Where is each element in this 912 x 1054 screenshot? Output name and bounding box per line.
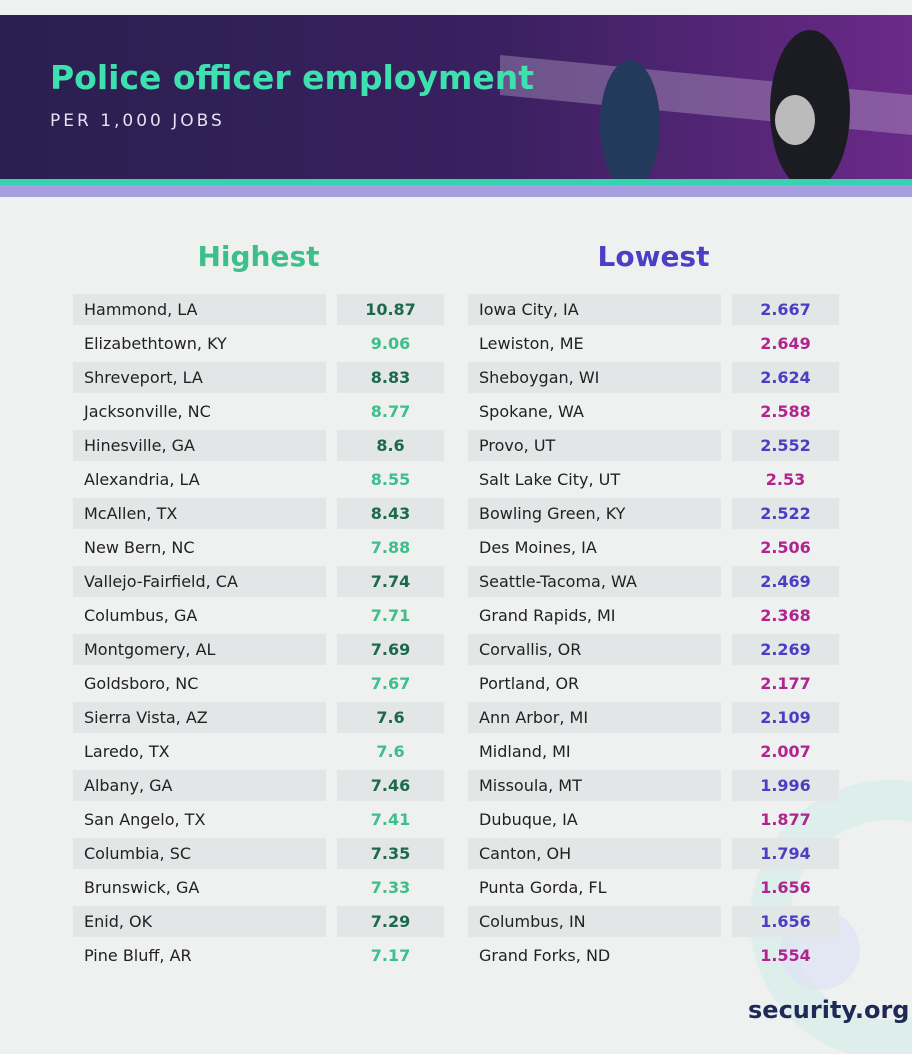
city-cell: Portland, OR: [479, 674, 580, 693]
city-cell: Canton, OH: [468, 838, 721, 869]
city-cell: Provo, UT: [468, 430, 721, 461]
value-cell: 2.109: [732, 702, 839, 733]
value-cell: 1.996: [732, 770, 839, 801]
city-cell: Hammond, LA: [73, 294, 326, 325]
city-cell: Montgomery, AL: [73, 634, 326, 665]
city-cell: Corvallis, OR: [468, 634, 721, 665]
value-cell: 1.554: [760, 946, 811, 965]
city-cell: Missoula, MT: [468, 770, 721, 801]
city-cell: Enid, OK: [73, 906, 326, 937]
value-cell: 2.506: [760, 538, 811, 557]
value-cell: 2.177: [760, 674, 811, 693]
value-cell: 7.6: [337, 702, 444, 733]
city-cell: McAllen, TX: [73, 498, 326, 529]
value-cell: 2.007: [760, 742, 811, 761]
city-cell: Dubuque, IA: [479, 810, 578, 829]
subtitle: PER 1,000 JOBS: [50, 111, 225, 131]
city-cell: Hinesville, GA: [73, 430, 326, 461]
value-cell: 2.588: [760, 402, 811, 421]
city-cell: Alexandria, LA: [84, 470, 200, 489]
city-cell: Des Moines, IA: [479, 538, 597, 557]
value-cell: 1.877: [760, 810, 811, 829]
city-cell: Lewiston, ME: [479, 334, 584, 353]
value-cell: 8.55: [370, 470, 411, 489]
value-cell: 2.552: [732, 430, 839, 461]
value-cell: 7.6: [376, 742, 405, 761]
table-heading: Lowest: [597, 240, 710, 273]
value-cell: 2.53: [765, 470, 806, 489]
city-cell: Seattle-Tacoma, WA: [468, 566, 721, 597]
city-cell: New Bern, NC: [84, 538, 195, 557]
city-cell: Sheboygan, WI: [468, 362, 721, 393]
value-cell: 9.06: [370, 334, 411, 353]
value-cell: 7.74: [337, 566, 444, 597]
value-cell: 8.6: [337, 430, 444, 461]
value-cell: 2.368: [760, 606, 811, 625]
city-cell: Columbia, SC: [73, 838, 326, 869]
city-cell: Salt Lake City, UT: [479, 470, 621, 489]
city-cell: Punta Gorda, FL: [479, 878, 607, 897]
value-cell: 2.269: [732, 634, 839, 665]
city-cell: Columbus, GA: [84, 606, 198, 625]
value-cell: 7.46: [337, 770, 444, 801]
value-cell: 2.469: [732, 566, 839, 597]
value-cell: 2.624: [732, 362, 839, 393]
city-cell: San Angelo, TX: [84, 810, 206, 829]
city-cell: Bowling Green, KY: [468, 498, 721, 529]
value-cell: 7.17: [370, 946, 411, 965]
city-cell: Iowa City, IA: [468, 294, 721, 325]
value-cell: 7.88: [370, 538, 411, 557]
value-cell: 1.656: [760, 878, 811, 897]
header-banner: [0, 15, 912, 197]
table-heading: Highest: [197, 240, 320, 273]
city-cell: Columbus, IN: [468, 906, 721, 937]
city-cell: Vallejo-Fairfield, CA: [73, 566, 326, 597]
accent-stripe: [0, 179, 912, 185]
city-cell: Sierra Vista, AZ: [73, 702, 326, 733]
city-cell: Goldsboro, NC: [84, 674, 199, 693]
accent-stripe: [0, 185, 912, 197]
city-cell: Grand Rapids, MI: [479, 606, 616, 625]
city-cell: Ann Arbor, MI: [468, 702, 721, 733]
value-cell: 8.43: [337, 498, 444, 529]
brand-logo: security.org: [748, 996, 910, 1024]
city-cell: Midland, MI: [479, 742, 571, 761]
value-cell: 2.667: [732, 294, 839, 325]
value-cell: 2.522: [732, 498, 839, 529]
value-cell: 10.87: [337, 294, 444, 325]
value-cell: 7.35: [337, 838, 444, 869]
city-cell: Pine Bluff, AR: [84, 946, 192, 965]
city-cell: Elizabethtown, KY: [84, 334, 227, 353]
value-cell: 7.69: [337, 634, 444, 665]
city-cell: Brunswick, GA: [84, 878, 200, 897]
city-cell: Laredo, TX: [84, 742, 170, 761]
city-cell: Grand Forks, ND: [479, 946, 611, 965]
city-cell: Jacksonville, NC: [84, 402, 211, 421]
city-cell: Albany, GA: [73, 770, 326, 801]
value-cell: 8.83: [337, 362, 444, 393]
value-cell: 7.33: [370, 878, 411, 897]
value-cell: 8.77: [370, 402, 411, 421]
value-cell: 7.41: [370, 810, 411, 829]
value-cell: 7.29: [337, 906, 444, 937]
value-cell: 7.71: [370, 606, 411, 625]
value-cell: 7.67: [370, 674, 411, 693]
value-cell: 1.656: [732, 906, 839, 937]
header-illustration: [500, 30, 912, 190]
value-cell: 2.649: [760, 334, 811, 353]
title: Police officer employment: [50, 58, 535, 97]
city-cell: Spokane, WA: [479, 402, 584, 421]
city-cell: Shreveport, LA: [73, 362, 326, 393]
value-cell: 1.794: [732, 838, 839, 869]
